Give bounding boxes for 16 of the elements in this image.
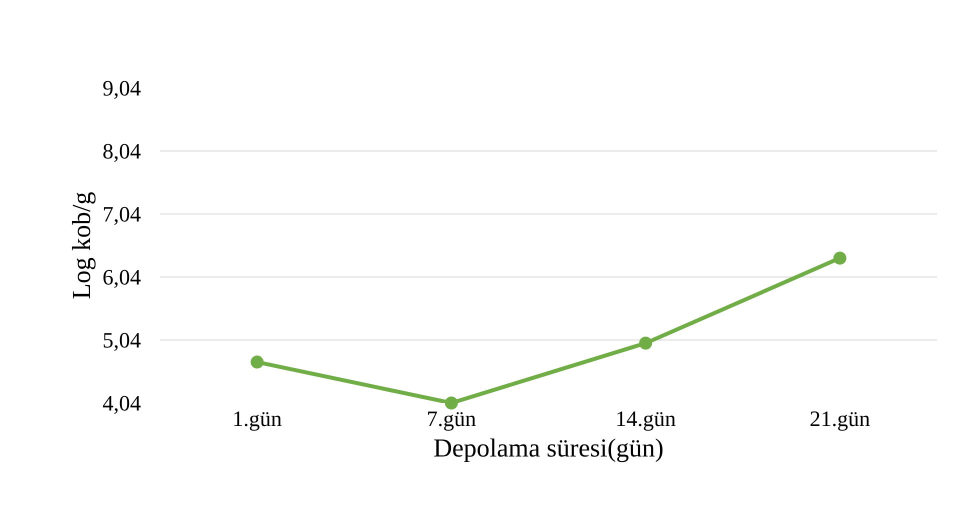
y-axis-title: Log kob/g — [66, 192, 96, 300]
y-tick-label: 5,04 — [102, 328, 141, 353]
x-axis-title: Depolama süresi(gün) — [433, 434, 664, 463]
y-tick-label: 7,04 — [102, 202, 141, 227]
y-tick-label: 8,04 — [102, 138, 141, 164]
x-tick-label: 1.gün — [232, 406, 282, 431]
point — [444, 396, 458, 410]
point — [833, 252, 846, 265]
x-tick-label: 21.gün — [810, 406, 870, 431]
point — [639, 336, 652, 350]
y-tick-label: 4,04 — [102, 390, 141, 416]
y-tick-label: 9,04 — [102, 76, 141, 101]
y-tick-label: 6,04 — [102, 264, 141, 290]
x-tick-label: 7.gün — [426, 406, 476, 431]
point — [250, 356, 264, 369]
x-tick-label: 14.gün — [615, 406, 676, 431]
